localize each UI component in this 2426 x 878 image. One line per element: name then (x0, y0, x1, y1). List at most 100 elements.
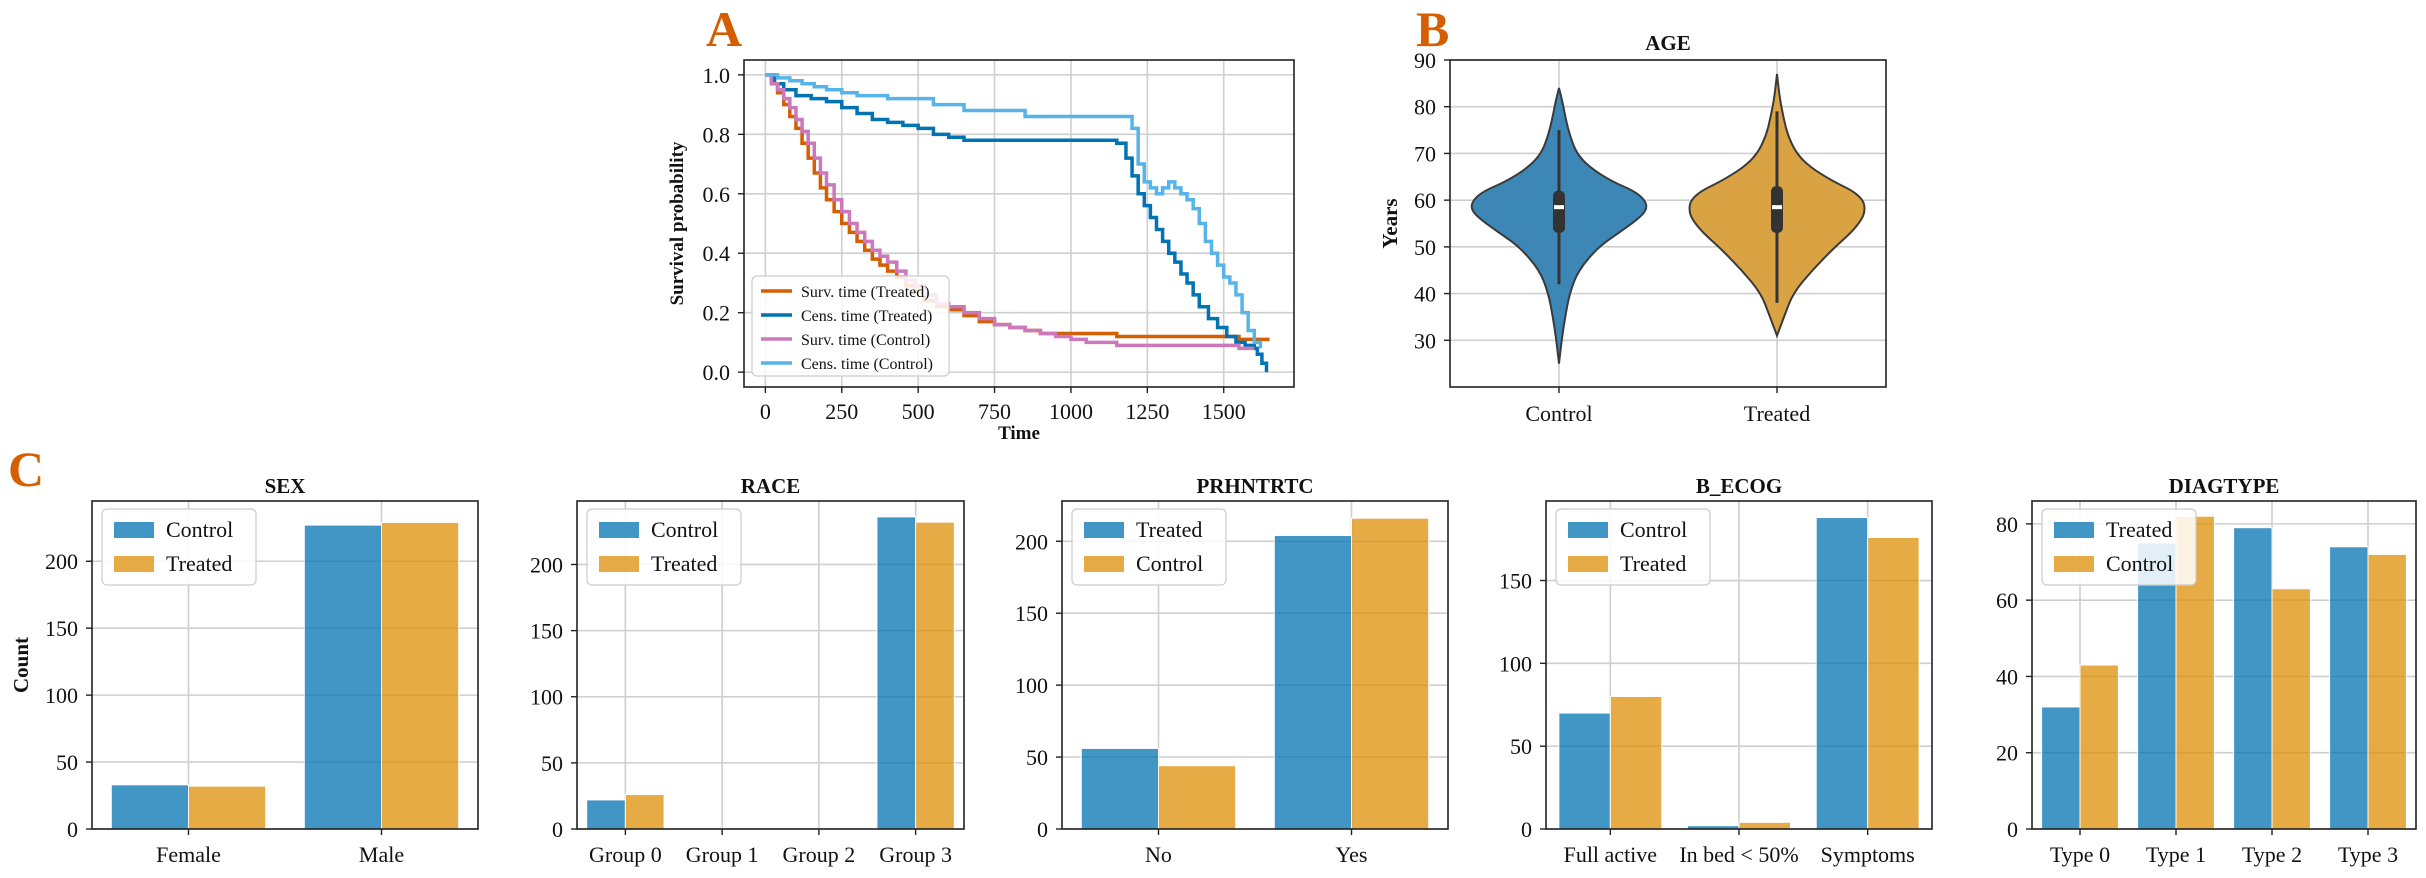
diagtype-legend-swatch (2054, 556, 2094, 572)
diagtype-bar-treated (2233, 527, 2273, 830)
b_ecog-bar-chart: Full active In bed < 50% Symptoms 0 50 100 150… (1499, 474, 1933, 867)
sex-legend-swatch (114, 522, 154, 538)
prhntrtc-legend-label: Control (1136, 551, 1203, 576)
diagtype-xtick-label: Type 0 (2050, 842, 2110, 867)
race-bar-chart: Group 0 Group 1 Group 2 Group 3 0 50 100 150 200… (530, 474, 965, 867)
age-ylabel: Years (1378, 198, 1402, 248)
prhntrtc-legend-swatch (1084, 556, 1124, 572)
b_ecog-ytick-label: 150 (1499, 569, 1532, 594)
prhntrtc-xtick-label: No (1145, 842, 1172, 867)
panel-letter-b: B (1416, 1, 1450, 57)
sex-bar-control (303, 524, 382, 830)
diagtype-ytick-label: 0 (2007, 817, 2018, 842)
prhntrtc-ytick-label: 100 (1015, 673, 1048, 698)
age-xtick-label: Control (1525, 401, 1592, 426)
age-axes-frame (1449, 59, 1887, 388)
sex-xtick-label: Male (359, 842, 404, 867)
km-xtick-label: 1500 (1202, 399, 1246, 424)
prhntrtc-ytick-label: 150 (1015, 601, 1048, 626)
km-ytick-label: 1.0 (703, 63, 731, 88)
diagtype-legend-label: Treated (2106, 517, 2172, 542)
b_ecog-bar-control (1815, 517, 1869, 830)
race-ytick-label: 0 (552, 817, 563, 842)
sex-legend-swatch (114, 556, 154, 572)
b_ecog-legend-label: Control (1620, 517, 1687, 542)
diagtype-bar-treated (2041, 706, 2081, 830)
race-ytick-label: 200 (530, 552, 563, 577)
sex-ytick-label: 0 (67, 817, 78, 842)
b_ecog-xtick-label: Symptoms (1821, 842, 1915, 867)
km-xlabel: Time (998, 423, 1040, 444)
sex-bar-treated (381, 521, 460, 830)
b_ecog-legend-label: Treated (1620, 551, 1686, 576)
b_ecog-legend-swatch (1568, 556, 1608, 572)
race-bar-control (586, 799, 626, 830)
km-xtick-label: 1250 (1125, 399, 1169, 424)
km-ytick-label: 0.2 (703, 301, 731, 326)
prhntrtc-xtick-label: Yes (1335, 842, 1367, 867)
diagtype-ytick-label: 40 (1996, 664, 2018, 689)
diagtype-legend-swatch (2054, 522, 2094, 538)
race-bar-control (876, 516, 917, 830)
race-axes-frame (576, 500, 965, 830)
prhntrtc-title: PRHNTRTC (1196, 474, 1313, 498)
km-xtick-label: 750 (978, 399, 1011, 424)
sex-legend-label: Treated (166, 551, 232, 576)
prhntrtc-bar-chart: No Yes 0 50 100 150 200 PRHNTRTC Treated Control (1015, 474, 1449, 867)
km-ytick-label: 0.6 (703, 182, 731, 207)
km-legend-label: Cens. time (Treated) (801, 308, 932, 325)
sex-xtick-label: Female (156, 842, 221, 867)
b_ecog-bar-treated (1738, 821, 1791, 830)
diagtype-bar-control (2271, 588, 2311, 830)
race-ytick-label: 150 (530, 619, 563, 644)
km-series-line-2 (765, 73, 1269, 373)
diagtype-ytick-label: 80 (1996, 512, 2018, 537)
sex-legend-label: Control (166, 517, 233, 542)
race-xtick-label: Group 0 (589, 842, 662, 867)
diagtype-xtick-label: Type 3 (2338, 842, 2398, 867)
race-legend-swatch (599, 556, 639, 572)
km-ytick-label: 0.0 (703, 360, 731, 385)
diagtype-bar-control (2079, 664, 2119, 830)
km-xtick-label: 250 (825, 399, 858, 424)
race-title: RACE (741, 474, 801, 498)
km-ylabel: Survival probability (667, 141, 688, 305)
race-bar-treated (915, 521, 955, 830)
race-ytick-label: 50 (541, 751, 563, 776)
km-chart: 0 250 500 750 1000 1250 1500 0.0 0.2 0.4 0.6 0.8 1.0… (667, 59, 1295, 444)
km-ytick-label: 0.8 (703, 122, 731, 147)
km-xtick-label: 0 (760, 399, 771, 424)
prhntrtc-ytick-label: 0 (1037, 817, 1048, 842)
prhntrtc-legend-swatch (1084, 522, 1124, 538)
age-title: AGE (1645, 31, 1691, 55)
b_ecog-xtick-label: Full active (1564, 842, 1657, 867)
race-legend-label: Treated (651, 551, 717, 576)
km-series-line-4 (765, 73, 1263, 349)
km-series-line-3 (765, 73, 1255, 351)
diagtype-bar-control (2367, 553, 2407, 830)
km-legend-label: Cens. time (Control) (801, 356, 933, 373)
b_ecog-title: B_ECOG (1696, 474, 1782, 498)
sex-ytick-label: 100 (45, 683, 78, 708)
prhntrtc-bar-treated (1080, 747, 1160, 830)
km-legend-label: Surv. time (Treated) (801, 284, 930, 301)
age-ytick-label: 30 (1414, 328, 1436, 353)
diagtype-ytick-label: 60 (1996, 588, 2018, 613)
age-ytick-label: 70 (1414, 141, 1436, 166)
diagtype-xtick-label: Type 1 (2146, 842, 2206, 867)
prhntrtc-axes-frame (1061, 500, 1449, 830)
diagtype-axes-frame (2031, 500, 2417, 830)
prhntrtc-legend-label: Treated (1136, 517, 1202, 542)
b_ecog-legend-swatch (1568, 522, 1608, 538)
violin-median-mark (1772, 205, 1782, 210)
sex-title: SEX (265, 474, 306, 498)
race-ytick-label: 100 (530, 685, 563, 710)
age-ytick-label: 50 (1414, 235, 1436, 260)
violin-iqr-box (1771, 186, 1783, 233)
prhntrtc-bar-treated (1273, 535, 1353, 830)
sex-axes-frame (91, 500, 479, 830)
prhntrtc-ytick-label: 50 (1026, 745, 1048, 770)
age-violin-chart: Control Treated 30 40 50 60 70 80 90 AGE Years (1378, 31, 1887, 426)
race-xtick-label: Group 1 (686, 842, 759, 867)
age-ytick-label: 80 (1414, 95, 1436, 120)
